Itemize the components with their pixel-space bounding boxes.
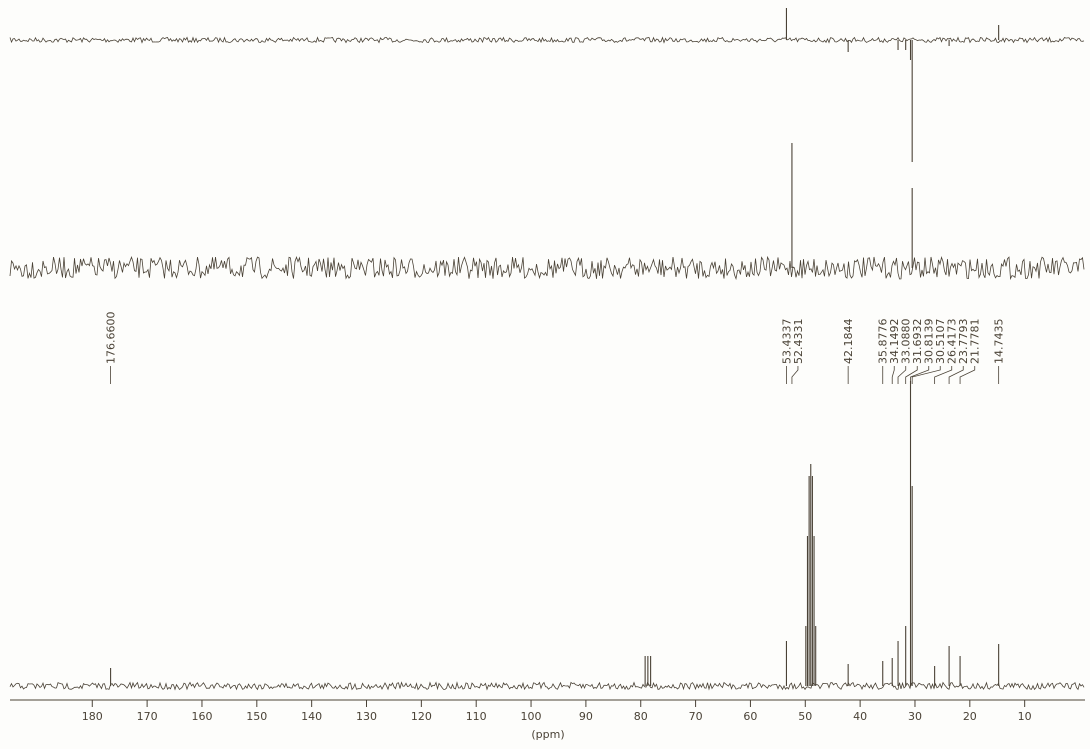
baseline-noise [9,681,1085,691]
peak-label: 52.4331 [792,319,805,365]
x-axis-label: (ppm) [531,728,564,741]
peak-label: 14.7435 [993,319,1006,365]
x-tick-label: 70 [689,710,703,723]
x-tick-label: 170 [137,710,158,723]
x-tick-label: 30 [908,710,922,723]
peak-leader [910,366,930,384]
peak-label: 23.7793 [957,319,970,365]
peak-label: 30.5107 [934,319,947,365]
peak-leader [948,366,964,384]
peak-leader [791,366,799,384]
peak-label: 26.4173 [946,319,959,365]
x-tick-label: 150 [246,710,267,723]
peak-leader [897,366,907,384]
peak-leader [891,366,895,384]
x-tick-label: 80 [634,710,648,723]
peak-leader [905,366,918,384]
x-tick-label: 180 [82,710,103,723]
x-tick-label: 10 [1018,710,1032,723]
x-tick-label: 40 [853,710,867,723]
peak-label: 30.8139 [923,319,936,365]
peak-leader [934,366,953,384]
x-tick-label: 90 [579,710,593,723]
x-tick-label: 140 [301,710,322,723]
peak-leader [911,366,941,384]
x-tick-label: 100 [521,710,542,723]
x-tick-label: 120 [411,710,432,723]
peak-leader [959,366,976,384]
peak-label: 176.6600 [105,312,118,365]
x-tick-label: 130 [356,710,377,723]
peak-label: 21.7781 [969,319,982,365]
x-tick-label: 50 [798,710,812,723]
baseline-noise [9,36,1085,44]
baseline-noise [9,255,1085,281]
peak-label: 35.8776 [877,319,890,365]
peak-label: 33.0880 [900,319,913,365]
x-tick-label: 60 [743,710,757,723]
peak-label: 34.1492 [888,319,901,365]
peak-label: 31.6932 [911,319,924,365]
peak-label: 42.1844 [842,319,855,365]
x-tick-label: 110 [466,710,487,723]
x-tick-label: 20 [963,710,977,723]
peak-label: 53.4337 [780,319,793,365]
x-tick-label: 160 [191,710,212,723]
